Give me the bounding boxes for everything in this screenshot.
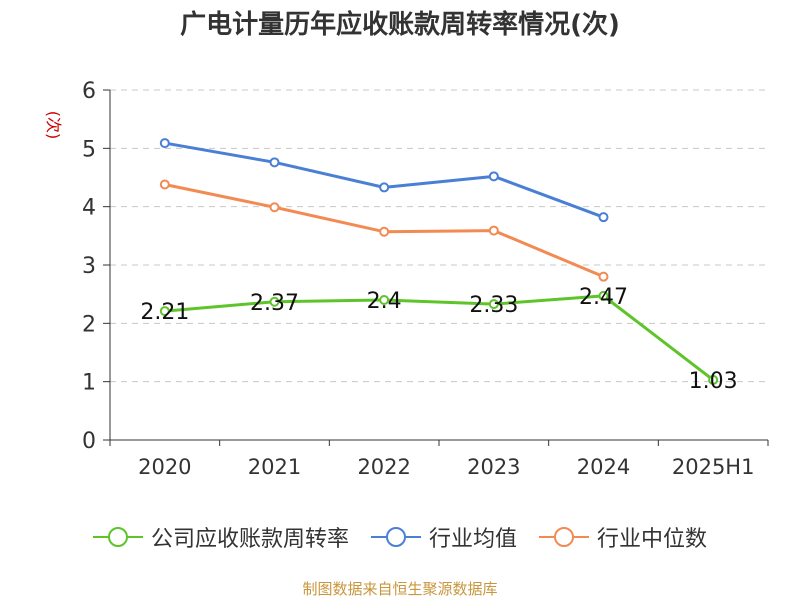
y-tick-label: 0	[82, 429, 96, 454]
data-point	[598, 290, 609, 301]
legend-marker-icon	[539, 527, 589, 547]
x-tick-label: 2023	[467, 455, 520, 479]
data-point	[488, 225, 499, 236]
y-tick-label: 1	[82, 371, 96, 396]
data-point	[159, 306, 170, 317]
legend: 公司应收账款周转率 行业均值 行业中位数	[0, 520, 800, 554]
legend-label: 行业均值	[428, 527, 517, 552]
y-axis-label: (次)	[44, 111, 63, 140]
legend-label: 行业中位数	[597, 527, 708, 552]
data-label: 2.21	[140, 300, 189, 325]
chart-title: 广电计量历年应收账款周转率情况(次)	[180, 10, 620, 40]
y-tick-label: 6	[82, 79, 96, 104]
y-tick-label: 3	[82, 254, 96, 279]
series-line	[164, 294, 715, 382]
legend-marker-icon	[92, 527, 143, 547]
data-point	[269, 296, 280, 307]
data-point	[598, 271, 609, 282]
data-point	[379, 226, 390, 237]
legend-label: 公司应收账款周转率	[150, 527, 349, 552]
data-point	[598, 212, 609, 223]
data-point	[379, 182, 390, 193]
source-footnote: 制图数据来自恒生聚源数据库	[302, 580, 498, 598]
data-point	[379, 295, 390, 305]
legend-item-industry-mean[interactable]: 行业均值	[370, 521, 517, 553]
data-point	[159, 179, 170, 190]
data-point	[488, 171, 499, 182]
data-point	[708, 374, 719, 385]
legend-item-industry-median[interactable]: 行业中位数	[539, 521, 707, 553]
data-label: 2.4	[367, 289, 402, 314]
data-point	[159, 138, 170, 149]
y-tick-label: 4	[82, 196, 96, 221]
x-tick-label: 2024	[577, 455, 630, 479]
data-point	[269, 157, 280, 168]
x-tick-label: 2020	[138, 455, 191, 479]
x-tick-label: 2025H1	[672, 455, 755, 479]
line-chart: 0 1 2 3 4 5 6 2020 2021 2022 2023 2024 2025H1 (次) 2.21…	[44, 79, 769, 479]
data-point	[269, 202, 280, 213]
data-label: 2.33	[469, 293, 518, 318]
legend-item-company[interactable]: 公司应收账款周转率	[92, 521, 349, 553]
x-tick-label: 2022	[357, 455, 410, 479]
y-tick-label: 2	[82, 312, 96, 337]
data-label: 2.47	[579, 285, 628, 310]
data-point	[488, 299, 499, 310]
y-tick-label: 5	[82, 137, 96, 162]
data-label: 2.37	[250, 291, 299, 316]
data-label: 1.03	[689, 369, 738, 394]
x-tick-label: 2021	[248, 455, 301, 479]
legend-marker-icon	[370, 527, 421, 547]
series-line	[164, 141, 605, 219]
